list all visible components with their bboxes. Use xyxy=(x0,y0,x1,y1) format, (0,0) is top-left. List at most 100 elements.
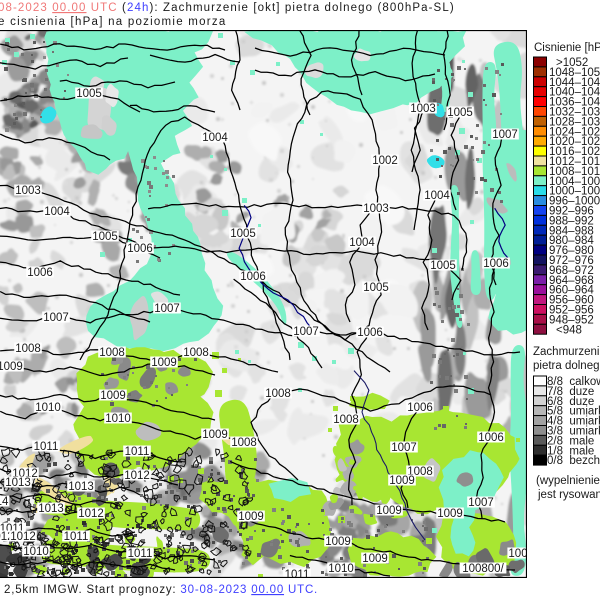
svg-text:jest rysowane: jest rysowane xyxy=(537,489,600,501)
svg-text:1028–1032: 1028–1032 xyxy=(549,116,600,128)
svg-text:1009: 1009 xyxy=(151,357,177,369)
svg-text:1007: 1007 xyxy=(43,312,69,324)
svg-text:1007: 1007 xyxy=(391,442,417,454)
svg-text:1/8 male: 1/8 male xyxy=(547,445,594,457)
svg-text:992–996: 992–996 xyxy=(549,206,594,218)
svg-text:2/8 male: 2/8 male xyxy=(547,435,594,447)
svg-text:960–964: 960–964 xyxy=(549,285,594,297)
svg-text:1008: 1008 xyxy=(99,347,125,359)
svg-text:1048–1052: 1048–1052 xyxy=(549,67,600,79)
svg-text:1004: 1004 xyxy=(44,206,70,218)
svg-text:1012: 1012 xyxy=(78,508,104,520)
svg-text:956–960: 956–960 xyxy=(549,295,594,307)
svg-text:4/8 umiarkow: 4/8 umiarkow xyxy=(547,416,600,428)
svg-text:8/8 calkowite: 8/8 calkowite xyxy=(547,376,600,388)
svg-text:1007: 1007 xyxy=(293,326,319,338)
svg-text:1009: 1009 xyxy=(325,536,351,548)
svg-text:0/8 bezchmur: 0/8 bezchmur xyxy=(547,455,600,467)
svg-text:1007: 1007 xyxy=(468,497,494,509)
svg-text:100800/: 100800/ xyxy=(462,563,504,575)
svg-text:1003: 1003 xyxy=(363,203,389,215)
svg-text:1006: 1006 xyxy=(478,432,504,444)
svg-text:Zachmurzenie: Zachmurzenie xyxy=(533,346,600,358)
svg-text:1024–1028: 1024–1028 xyxy=(549,126,600,138)
svg-text:1016–1020: 1016–1020 xyxy=(549,146,600,158)
svg-text:1006: 1006 xyxy=(483,258,509,270)
svg-text:1003: 1003 xyxy=(15,185,41,197)
svg-text:1011: 1011 xyxy=(64,531,89,543)
svg-text:1009: 1009 xyxy=(389,475,415,487)
svg-text:1003: 1003 xyxy=(410,103,436,115)
svg-text:1006: 1006 xyxy=(27,267,53,279)
svg-text:988–992: 988–992 xyxy=(549,215,594,227)
svg-text:996–1000: 996–1000 xyxy=(549,196,600,208)
svg-text:1005: 1005 xyxy=(363,282,389,294)
svg-text:1004–1008: 1004–1008 xyxy=(549,176,600,188)
svg-text:1013: 1013 xyxy=(38,503,64,515)
svg-text:>1052: >1052 xyxy=(556,57,588,69)
svg-text:1006: 1006 xyxy=(407,402,433,414)
svg-text:964–968: 964–968 xyxy=(549,275,594,287)
svg-text:08-2023 00.00 UTC (24h): Zachm: 08-2023 00.00 UTC (24h): Zachmurzenie [o… xyxy=(0,2,455,14)
svg-text:1011: 1011 xyxy=(125,446,150,458)
svg-text:948–952: 948–952 xyxy=(549,314,594,326)
svg-text:1009: 1009 xyxy=(202,429,228,441)
svg-text:1005: 1005 xyxy=(230,228,256,240)
svg-text:1012–1016: 1012–1016 xyxy=(549,156,600,168)
svg-text:2,5km IMGW. Start prognozy: 30: 2,5km IMGW. Start prognozy: 30-08-2023 0… xyxy=(4,584,318,596)
svg-text:1011: 1011 xyxy=(34,441,59,453)
svg-text:1004: 1004 xyxy=(424,190,450,202)
svg-text:1007: 1007 xyxy=(492,129,518,141)
svg-text:1012: 1012 xyxy=(10,531,36,543)
svg-text:1006: 1006 xyxy=(357,327,383,339)
svg-text:1006: 1006 xyxy=(240,271,266,283)
svg-text:1011: 1011 xyxy=(128,548,153,560)
svg-text:1008: 1008 xyxy=(231,437,257,449)
svg-text:1008–1012: 1008–1012 xyxy=(549,166,600,178)
svg-text:1010: 1010 xyxy=(328,563,354,575)
svg-text:5/8 umiarkow: 5/8 umiarkow xyxy=(547,406,600,418)
svg-text:1004: 1004 xyxy=(349,237,375,249)
svg-text:1020–1024: 1020–1024 xyxy=(549,136,600,148)
svg-text:1004: 1004 xyxy=(202,132,228,144)
svg-text:1009: 1009 xyxy=(238,511,264,523)
svg-text:1013: 1013 xyxy=(68,481,94,493)
svg-text:1032–1036: 1032–1036 xyxy=(549,107,600,119)
svg-text:976–980: 976–980 xyxy=(549,245,594,257)
svg-text:1044–1048: 1044–1048 xyxy=(549,77,600,89)
svg-text:6/8 duze: 6/8 duze xyxy=(547,396,594,408)
svg-text:980–984: 980–984 xyxy=(549,235,594,247)
svg-text:984–988: 984–988 xyxy=(549,225,594,237)
svg-text:1005: 1005 xyxy=(447,107,473,119)
svg-text:1010: 1010 xyxy=(35,402,61,414)
svg-text:1009: 1009 xyxy=(0,361,23,373)
svg-text:1005: 1005 xyxy=(76,88,102,100)
svg-text:1005: 1005 xyxy=(430,260,456,272)
svg-text:14: 14 xyxy=(0,496,9,508)
svg-text:952–956: 952–956 xyxy=(549,305,594,317)
svg-text:1010: 1010 xyxy=(23,546,49,558)
svg-text:1002: 1002 xyxy=(372,155,398,167)
svg-text:1009: 1009 xyxy=(100,390,126,402)
svg-text:7/8 duze: 7/8 duze xyxy=(547,386,594,398)
svg-text:1012: 1012 xyxy=(124,470,150,482)
svg-text:1009: 1009 xyxy=(437,508,463,520)
svg-text:968–972: 968–972 xyxy=(549,265,594,277)
svg-text:1013: 1013 xyxy=(5,477,31,489)
svg-text:1040–1044: 1040–1044 xyxy=(549,87,600,99)
svg-text:3/8 umiarkow: 3/8 umiarkow xyxy=(547,426,600,438)
svg-text:1036–1040: 1036–1040 xyxy=(549,97,600,109)
svg-text:1011: 1011 xyxy=(285,569,310,581)
svg-text:1000–1004: 1000–1004 xyxy=(549,186,600,198)
svg-text:e cisnienia [hPa] na poziomie: e cisnienia [hPa] na poziomie morza xyxy=(0,16,227,28)
svg-text:1007: 1007 xyxy=(154,303,180,315)
svg-text:(wypelnienie: (wypelnienie xyxy=(536,475,600,487)
svg-text:1009: 1009 xyxy=(362,553,388,565)
svg-text:1008: 1008 xyxy=(15,343,41,355)
svg-text:972–976: 972–976 xyxy=(549,255,594,267)
svg-text:1008: 1008 xyxy=(333,414,359,426)
svg-text:<948: <948 xyxy=(556,324,582,336)
svg-text:1008: 1008 xyxy=(183,347,209,359)
svg-text:Cisnienie [hPa]: Cisnienie [hPa] xyxy=(534,42,600,54)
svg-text:1005: 1005 xyxy=(92,231,118,243)
